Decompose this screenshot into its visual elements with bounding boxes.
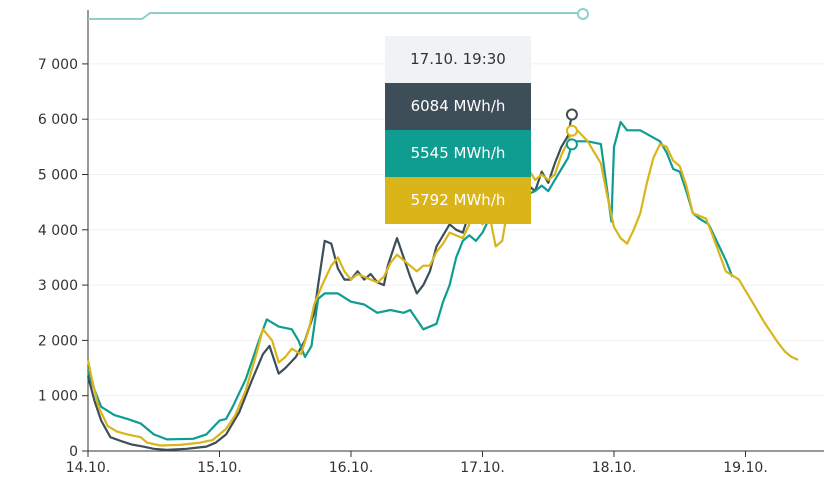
x-tick-label: 19.10. bbox=[723, 460, 768, 476]
tooltip: 17.10. 19:30 6084 MWh/h 5545 MWh/h 5792 … bbox=[385, 36, 531, 224]
x-tick-label: 18.10. bbox=[592, 460, 637, 476]
y-tick-label: 2 000 bbox=[38, 333, 78, 349]
y-tick-label: 3 000 bbox=[38, 278, 78, 294]
series-line-2 bbox=[86, 120, 734, 441]
x-tick-label: 14.10. bbox=[66, 460, 111, 476]
navigator-handle[interactable] bbox=[577, 8, 589, 20]
x-axis-ticks: 14.10. 15.10. 16.10. 17.10. 18.10. 19.10. bbox=[66, 451, 768, 476]
x-tick-label: 16.10. bbox=[329, 460, 374, 476]
y-tick-label: 1 000 bbox=[38, 389, 78, 405]
y-tick-label: 5 000 bbox=[38, 168, 78, 184]
y-tick-label: 7 000 bbox=[38, 57, 78, 73]
hover-marker-1 bbox=[565, 108, 578, 121]
tooltip-time: 17.10. 19:30 bbox=[385, 36, 531, 83]
y-tick-label: 4 000 bbox=[38, 223, 78, 239]
hover-marker-2 bbox=[565, 138, 578, 151]
y-axis-ticks: 0 1 000 2 000 3 000 4 000 5 000 6 000 7 000 bbox=[38, 57, 88, 460]
tooltip-value-series-3: 5792 MWh/h bbox=[385, 177, 531, 224]
x-tick-label: 15.10. bbox=[197, 460, 242, 476]
tooltip-value-series-1: 6084 MWh/h bbox=[385, 83, 531, 130]
hover-marker-3 bbox=[565, 124, 578, 137]
y-tick-label: 6 000 bbox=[38, 112, 78, 128]
navigator-line bbox=[88, 12, 580, 20]
x-tick-label: 17.10. bbox=[460, 460, 505, 476]
y-tick-label: 0 bbox=[69, 444, 78, 460]
tooltip-value-series-2: 5545 MWh/h bbox=[385, 130, 531, 177]
series-line-3 bbox=[86, 129, 799, 447]
range-navigator[interactable] bbox=[88, 8, 589, 20]
hover-markers bbox=[565, 108, 578, 151]
